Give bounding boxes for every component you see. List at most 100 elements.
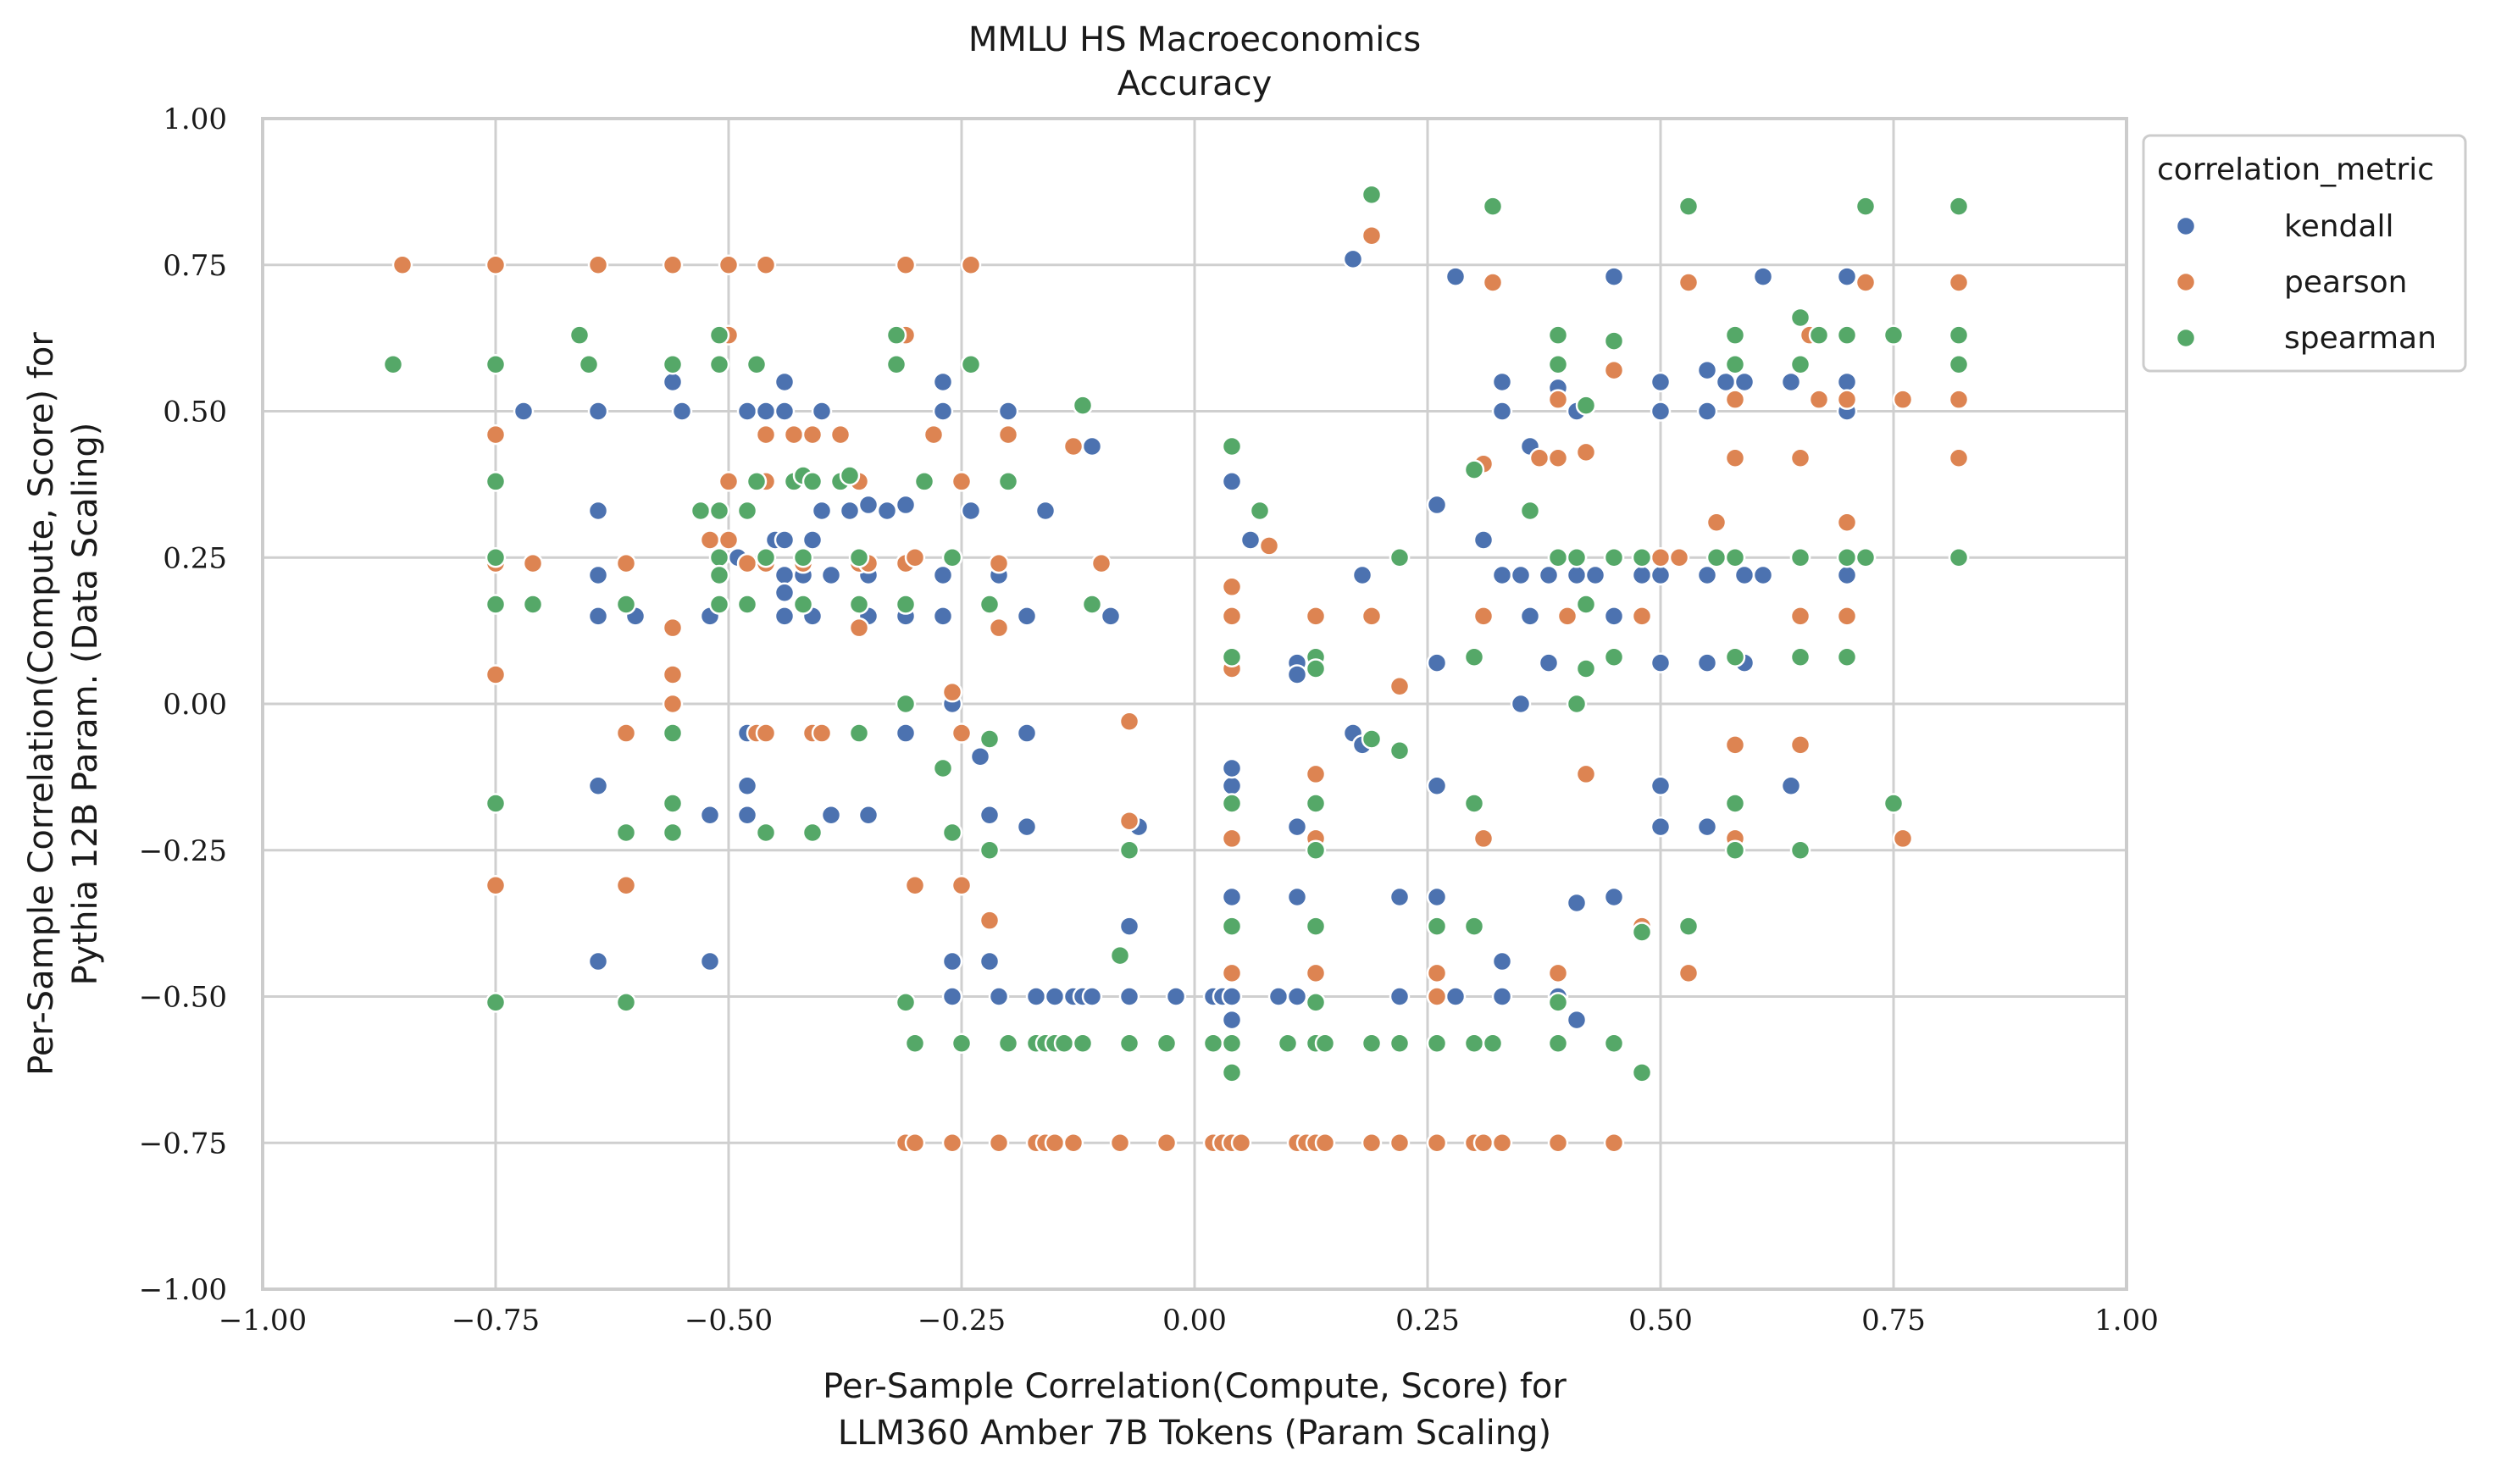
pearson-point (941, 681, 963, 703)
spearman-point (1855, 547, 1877, 568)
x-tick-label: 0.25 (1395, 1304, 1460, 1337)
spearman-point (1836, 324, 1858, 346)
kendall-point (941, 950, 963, 972)
kendall-point (1650, 816, 1672, 838)
x-tick-label: 0.00 (1162, 1304, 1227, 1337)
kendall-point (1445, 986, 1467, 1007)
pearson-point (699, 529, 721, 551)
pearson-point (904, 1132, 926, 1154)
kendall-point (801, 529, 824, 551)
kendall-point (736, 775, 758, 796)
kendall-point (857, 805, 879, 826)
spearman-point (1603, 330, 1625, 352)
pearson-point (1547, 962, 1569, 984)
pearson-point (1361, 606, 1383, 627)
spearman-point (1118, 1033, 1140, 1055)
legend-label: kendall (2284, 209, 2393, 244)
spearman-point (708, 547, 730, 568)
kendall-point (587, 606, 609, 627)
spearman-point (736, 594, 758, 615)
spearman-point (615, 594, 637, 615)
kendall-point (1165, 986, 1187, 1007)
kendall-point (774, 371, 796, 393)
kendall-point (1239, 529, 1262, 551)
pearson-point (1221, 606, 1243, 627)
pearson-point (615, 874, 637, 896)
pearson-point (1361, 1132, 1383, 1154)
y-tick-label: −1.00 (139, 1273, 227, 1307)
kendall-point (1780, 775, 1802, 796)
pearson-point (662, 617, 684, 639)
spearman-point (746, 471, 768, 492)
spearman-point (1072, 395, 1094, 416)
spearman-point (941, 822, 963, 844)
x-axis-label-line-1: Per-Sample Correlation(Compute, Score) f… (823, 1367, 1567, 1406)
spearman-point (1221, 1033, 1243, 1055)
spearman-point (895, 693, 917, 715)
kendall-point (1650, 371, 1672, 393)
kendall-point (932, 371, 954, 393)
pearson-point (1472, 828, 1494, 850)
pearson-point (1836, 606, 1858, 627)
pearson-point (522, 552, 544, 574)
spearman-point (1305, 992, 1327, 1013)
kendall-point (895, 723, 917, 744)
kendall-point (997, 401, 1019, 422)
pearson-point (1808, 389, 1830, 410)
kendall-point (1342, 248, 1364, 270)
kendall-point (1389, 886, 1411, 908)
kendall-point (1286, 886, 1308, 908)
kendall-point (811, 401, 833, 422)
spearman-point (1789, 547, 1811, 568)
spearman-point (1789, 353, 1811, 375)
spearman-point (708, 594, 730, 615)
pearson-point (923, 424, 945, 446)
spearman-point (1808, 324, 1830, 346)
spearman-point (1789, 307, 1811, 329)
spearman-point (1221, 793, 1243, 814)
pearson-point (1836, 512, 1858, 534)
kendall-point (1510, 693, 1532, 715)
kendall-point (1491, 401, 1513, 422)
pearson-point (1724, 389, 1746, 410)
kendall-point (1566, 892, 1588, 914)
spearman-point (848, 594, 870, 615)
kendall-point (1426, 886, 1448, 908)
spearman-point (1724, 646, 1746, 667)
pearson-point (1724, 734, 1746, 756)
kendall-point (1118, 986, 1140, 1007)
pearson-point (1547, 1132, 1569, 1154)
pearson-point (1948, 389, 1970, 410)
pearson-point (587, 254, 609, 275)
kendall-point (1016, 723, 1038, 744)
y-tick-label: 0.75 (163, 249, 227, 283)
pearson-point (1361, 224, 1383, 246)
spearman-point (1305, 658, 1327, 679)
y-tick-label: −0.50 (139, 981, 227, 1015)
spearman-point (708, 324, 730, 346)
spearman-point (1361, 184, 1383, 206)
pearson-point (783, 424, 805, 446)
pearson-point (755, 254, 777, 275)
kendall-point (988, 986, 1010, 1007)
spearman-point (1603, 1033, 1625, 1055)
pearson-point (1472, 1132, 1494, 1154)
spearman-point (1705, 547, 1727, 568)
pearson-point (988, 617, 1010, 639)
kendall-point (1780, 371, 1802, 393)
kendall-point (932, 401, 954, 422)
spearman-point (662, 822, 684, 844)
spearman-point (485, 594, 507, 615)
pearson-point (1221, 962, 1243, 984)
spearman-point (1678, 916, 1700, 937)
kendall-point (1389, 986, 1411, 1007)
spearman-point (1836, 646, 1858, 667)
pearson-point (662, 664, 684, 685)
spearman-point (1118, 839, 1140, 861)
spearman-point (1855, 196, 1877, 217)
kendall-point (1566, 1009, 1588, 1031)
spearman-point (839, 465, 861, 486)
pearson-point (895, 254, 917, 275)
kendall-point (895, 494, 917, 516)
kendall-point (1044, 986, 1066, 1007)
